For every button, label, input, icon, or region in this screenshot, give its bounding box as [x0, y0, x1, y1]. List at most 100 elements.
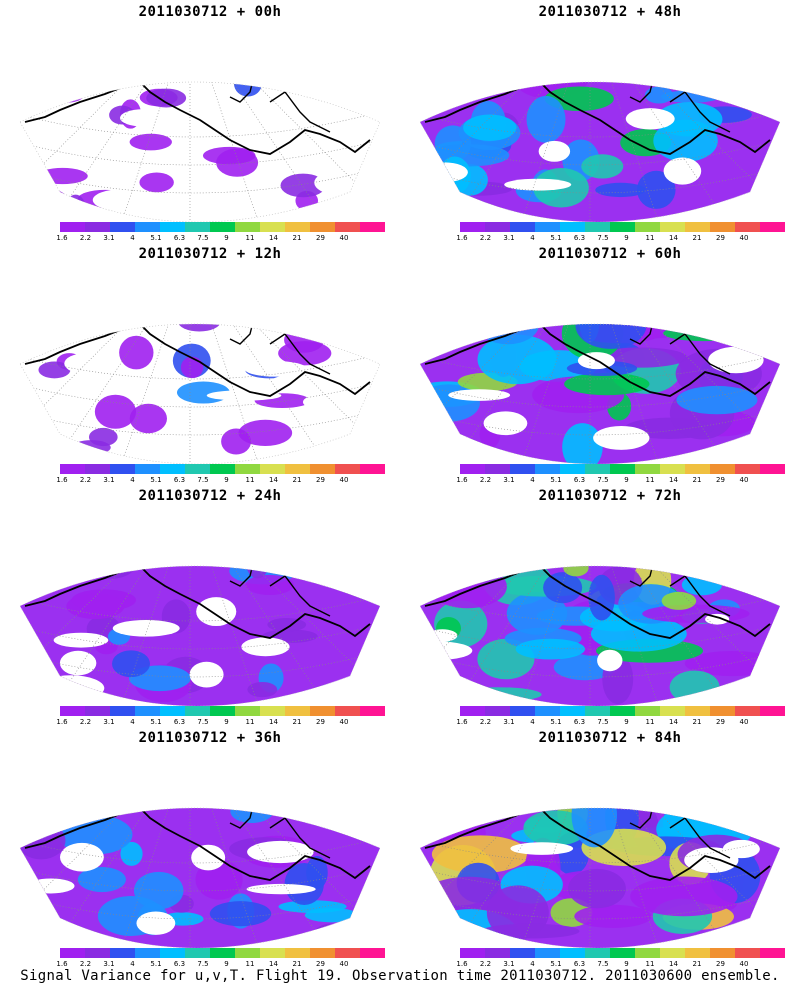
variance-blob [284, 862, 324, 905]
colorbar-tick-label: 40 [339, 718, 349, 726]
colorbar-swatch [635, 222, 660, 232]
variance-blob [48, 89, 84, 103]
variance-blob [312, 685, 356, 699]
low-variance-region [483, 411, 528, 436]
variance-blob [564, 372, 650, 396]
colorbar-tick-label: 6.3 [173, 234, 186, 242]
panel-title: 2011030712 + 84h [538, 730, 682, 746]
colorbar-swatch [485, 948, 510, 958]
colorbar-tick-label: 3.1 [103, 234, 115, 242]
colorbar-swatch [685, 706, 710, 716]
colorbar-tick-label: 5.1 [550, 960, 562, 968]
meridian-line [114, 82, 183, 222]
colorbar-swatch [260, 222, 285, 232]
forecast-panel: 2011030712 + 36h 1.6 2.2 3.1 4 5.1 6.3 7.5 9 11 14… [0, 726, 385, 968]
colorbar-swatch [760, 948, 785, 958]
colorbar-labels: 1.6 2.2 3.1 4 5.1 6.3 7.5 9 11 14 21 29 40 [56, 476, 360, 486]
low-variance-region [206, 390, 282, 401]
colorbar-swatch [710, 948, 735, 958]
meridian-line [514, 324, 583, 464]
colorbar-tick-label: 5.1 [150, 718, 162, 726]
colorbar-tick-label: 3.1 [503, 234, 515, 242]
colorbar-tick-label: 5.1 [550, 718, 562, 726]
colorbar-swatch [135, 948, 160, 958]
variance-blob [590, 616, 687, 652]
colorbar-tick-label: 40 [339, 960, 349, 968]
colorbar-tick-label: 9 [624, 476, 629, 484]
colorbar-swatch [735, 948, 760, 958]
variance-blob [87, 566, 138, 579]
low-variance-region [663, 157, 702, 185]
colorbar-swatch [160, 222, 185, 232]
colorbar-swatch [360, 464, 385, 474]
low-variance-region [112, 619, 180, 637]
forecast-panel: 2011030712 + 00h 1.6 2.2 3.1 4 5.1 6.3 7.5 9 11 14… [0, 0, 385, 242]
colorbar-swatch [310, 222, 335, 232]
colorbar-swatch [660, 948, 685, 958]
colorbar-tick-label: 7.5 [197, 960, 209, 968]
variance-blob [20, 821, 66, 860]
colorbar-tick-label: 6.3 [573, 718, 586, 726]
colorbar-tick-label: 29 [716, 476, 725, 484]
panel-title: 2011030712 + 24h [138, 488, 282, 504]
colorbar-tick-label: 14 [669, 234, 678, 242]
colorbar-swatch [560, 706, 585, 716]
panel-title: 2011030712 + 48h [538, 4, 682, 20]
colorbar-swatch [285, 222, 310, 232]
colorbar-swatch [710, 222, 735, 232]
colorbar-swatch [735, 222, 760, 232]
meridian-line [114, 566, 183, 706]
colorbar [460, 948, 785, 958]
colorbar-tick-label: 1.6 [56, 234, 68, 242]
variance-map [419, 807, 780, 948]
colorbar-swatch [260, 706, 285, 716]
variance-blob [94, 394, 137, 429]
variance-blob [452, 808, 488, 818]
low-variance-region [92, 189, 152, 211]
meridian-line [39, 324, 175, 464]
meridian-line [514, 82, 583, 222]
colorbar-tick-label: 7.5 [597, 234, 609, 242]
colorbar-tick-label: 14 [269, 960, 278, 968]
low-variance-region [625, 108, 675, 130]
variance-blob [515, 638, 586, 660]
colorbar-swatch [60, 706, 85, 716]
variance-blob [133, 871, 184, 910]
colorbar-swatch [460, 222, 485, 232]
colorbar-swatch [710, 706, 735, 716]
meridian-line [613, 324, 780, 464]
colorbar-tick-label: 11 [245, 718, 255, 726]
meridian-line [39, 566, 175, 706]
colorbar-labels: 1.6 2.2 3.1 4 5.1 6.3 7.5 9 11 14 21 29 40 [56, 718, 360, 728]
colorbar-labels: 1.6 2.2 3.1 4 5.1 6.3 7.5 9 11 14 21 29 40 [456, 476, 760, 486]
meridian-line [613, 808, 780, 948]
colorbar-swatch [235, 222, 260, 232]
variance-blob [267, 617, 307, 632]
colorbar-tick-label: 40 [739, 718, 749, 726]
colorbar-tick-label: 6.3 [573, 476, 586, 484]
meridian-line [514, 566, 583, 706]
colorbar-tick-label: 4 [530, 960, 535, 968]
colorbar-tick-label: 6.3 [173, 476, 186, 484]
meridian-line [20, 324, 167, 464]
colorbar-tick-label: 21 [692, 960, 702, 968]
variance-blob [20, 566, 86, 582]
low-variance-region [59, 650, 97, 676]
colorbar [460, 222, 785, 232]
colorbar-swatch [285, 706, 310, 716]
colorbar-swatch [110, 948, 135, 958]
variance-blob [543, 572, 583, 604]
panel-title: 2011030712 + 12h [138, 246, 282, 262]
colorbar-tick-label: 1.6 [56, 960, 68, 968]
variance-blob [88, 427, 118, 447]
colorbar-tick-label: 29 [316, 718, 325, 726]
low-variance-region [427, 629, 458, 642]
colorbar-swatch [735, 464, 760, 474]
forecast-panel: 2011030712 + 12h 1.6 2.2 3.1 4 5.1 6.3 7.5 9 11 14… [0, 242, 385, 484]
meridian-line [213, 324, 380, 464]
variance-blob [180, 356, 204, 379]
colorbar-swatch [535, 948, 560, 958]
colorbar-swatch [685, 464, 710, 474]
colorbar-tick-label: 5.1 [150, 234, 162, 242]
forecast-panel: 2011030712 + 48h 1.6 2.2 3.1 4 5.1 6.3 7.5 9 11 14… [400, 0, 785, 242]
